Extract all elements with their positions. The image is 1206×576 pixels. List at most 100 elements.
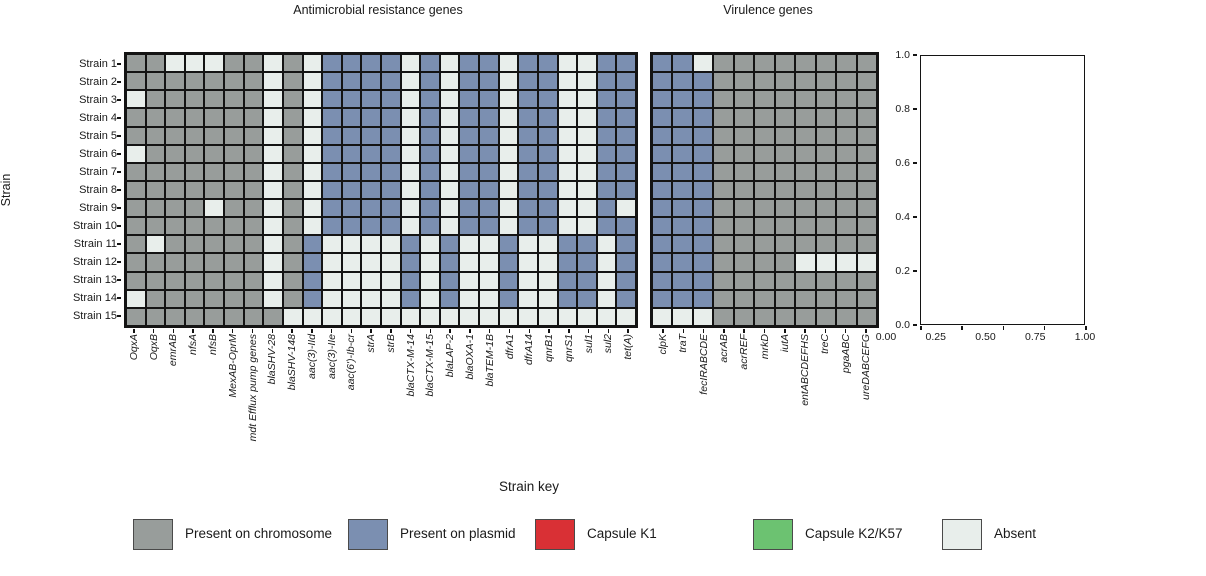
heatmap-cell	[185, 254, 204, 271]
heatmap-cell	[264, 200, 282, 217]
col-label: tet(A)	[622, 334, 635, 360]
heatmap-cell	[499, 272, 518, 289]
heatmap-cell	[775, 308, 795, 325]
heatmap-cell	[166, 109, 184, 126]
heatmap-cell	[421, 272, 439, 289]
heatmap-cell	[421, 91, 439, 108]
heatmap-cell	[796, 254, 815, 271]
row-label: Strain 13	[72, 274, 117, 286]
heatmap-cell	[653, 308, 672, 325]
heatmap-cell	[185, 308, 204, 325]
y2-tick	[913, 108, 917, 110]
heatmap-cell	[460, 73, 479, 90]
heatmap-cell	[693, 145, 713, 162]
heatmap-cell	[342, 236, 361, 253]
legend-swatch	[942, 519, 982, 550]
heatmap-cell	[816, 236, 836, 253]
virulence-title: Virulence genes	[723, 3, 813, 17]
y2-tick	[913, 54, 917, 56]
heatmap-cell	[440, 308, 459, 325]
x-tick	[330, 329, 333, 333]
heatmap-cell	[519, 200, 537, 217]
row-label: Strain 2	[79, 76, 117, 88]
y2-tick	[913, 270, 917, 272]
heatmap-cell	[775, 145, 795, 162]
heatmap-cell	[499, 91, 518, 108]
x-tick	[627, 329, 629, 333]
heatmap-cell	[401, 163, 420, 180]
heatmap-cell	[185, 91, 204, 108]
empty-plot-x-tick-label: 0.75	[1025, 331, 1046, 343]
col-label: treC	[819, 334, 832, 354]
heatmap-cell	[714, 55, 733, 72]
heatmap-cell	[146, 181, 165, 199]
heatmap-cell	[283, 236, 302, 253]
heatmap-cell	[146, 109, 165, 126]
col-label: dfrA1	[503, 334, 516, 360]
heatmap-cell	[653, 127, 672, 144]
heatmap-cell	[421, 254, 439, 271]
heatmap-cell	[653, 73, 672, 90]
heatmap-cell	[166, 218, 184, 235]
heatmap-cell	[519, 109, 537, 126]
heatmap-cell	[857, 254, 876, 271]
heatmap-cell	[185, 290, 204, 307]
heatmap-cell	[205, 200, 224, 217]
heatmap-cell	[225, 218, 243, 235]
heatmap-cell	[323, 127, 341, 144]
heatmap-cell	[382, 308, 400, 325]
heatmap-cell	[244, 218, 263, 235]
heatmap-cell	[673, 163, 692, 180]
legend-label: Present on plasmid	[400, 526, 516, 541]
heatmap-cell	[714, 200, 733, 217]
heatmap-cell	[421, 109, 439, 126]
heatmap-cell	[283, 200, 302, 217]
heatmap-cell	[796, 55, 815, 72]
heatmap-cell	[362, 73, 380, 90]
heatmap-cell	[558, 145, 577, 162]
heatmap-cell	[653, 181, 672, 199]
heatmap-cell	[421, 145, 439, 162]
heatmap-cell	[714, 290, 733, 307]
col-label: nfsB	[206, 334, 219, 356]
heatmap-cell	[734, 73, 754, 90]
y-tick	[117, 225, 121, 227]
heatmap-cell	[342, 73, 361, 90]
heatmap-cell	[578, 163, 596, 180]
x-tick	[865, 329, 867, 333]
heatmap-cell	[775, 91, 795, 108]
heatmap-cell	[558, 127, 577, 144]
heatmap-cell	[617, 308, 635, 325]
heatmap-cell	[816, 254, 836, 271]
heatmap-cell	[755, 181, 774, 199]
heatmap-cell	[597, 73, 616, 90]
heatmap-cell	[796, 91, 815, 108]
heatmap-cell	[538, 127, 557, 144]
heatmap-cell	[460, 109, 479, 126]
col-label: blaOXA-1	[463, 334, 476, 380]
heatmap-cell	[653, 55, 672, 72]
heatmap-cell	[205, 109, 224, 126]
row-label: Strain 10	[72, 220, 117, 232]
heatmap-cell	[283, 290, 302, 307]
heatmap-cell	[264, 73, 282, 90]
heatmap-cell	[342, 272, 361, 289]
heatmap-cell	[460, 163, 479, 180]
heatmap-cell	[816, 272, 836, 289]
heatmap-cell	[734, 218, 754, 235]
heatmap-cell	[146, 290, 165, 307]
heatmap-cell	[382, 181, 400, 199]
x-tick	[682, 329, 685, 333]
heatmap-cell	[166, 55, 184, 72]
heatmap-cell	[617, 127, 635, 144]
heatmap-cell	[653, 290, 672, 307]
row-label: Strain 4	[79, 112, 117, 124]
heatmap-cell	[185, 236, 204, 253]
heatmap-cell	[480, 163, 498, 180]
heatmap-cell	[244, 109, 263, 126]
heatmap-cell	[440, 73, 459, 90]
x-tick	[212, 329, 214, 333]
row-label: Strain 9	[79, 202, 117, 214]
heatmap-cell	[166, 200, 184, 217]
heatmap-cell	[264, 91, 282, 108]
